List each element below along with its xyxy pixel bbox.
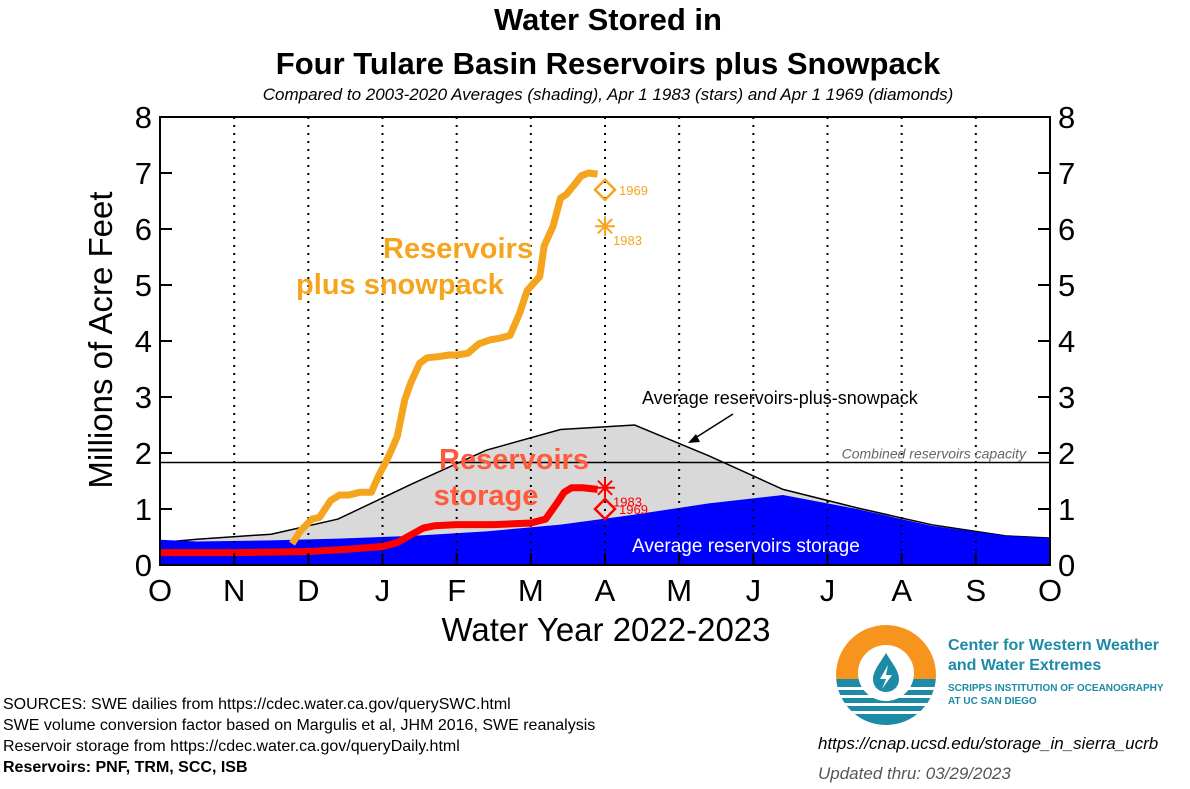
y-tick-label-left: 0	[135, 548, 152, 583]
x-tick-label: O	[1038, 573, 1062, 608]
y-tick-label-right: 8	[1058, 100, 1075, 135]
avg-snowpack-arrowhead	[688, 434, 700, 443]
y-tick-label-left: 8	[135, 100, 152, 135]
chart-subtitle: Compared to 2003-2020 Averages (shading)…	[263, 85, 953, 104]
chart-title-line1: Water Stored in	[494, 2, 722, 37]
org-name-line1: Center for Western Weather	[948, 637, 1160, 654]
y-tick-label-left: 6	[135, 212, 152, 247]
x-tick-label: M	[666, 573, 692, 608]
reservoirs-storage-line	[160, 484, 598, 557]
y-tick-label-right: 2	[1058, 436, 1075, 471]
updated-date: Updated thru: 03/29/2023	[818, 764, 1011, 783]
source-line: Reservoir storage from https://cdec.wate…	[3, 738, 460, 755]
diamond-marker-1969	[593, 178, 617, 202]
snowpack-label-line1: Reservoirs	[383, 233, 533, 265]
avg-snowpack-label: Average reservoirs-plus-snowpack	[642, 388, 919, 408]
y-tick-label-left: 4	[135, 324, 152, 359]
star-marker-1983	[595, 477, 615, 498]
storage-label-line2: storage	[434, 480, 539, 512]
y-tick-label-left: 7	[135, 156, 152, 191]
y-tick-label-left: 2	[135, 436, 152, 471]
avg-storage-label: Average reservoirs storage	[632, 536, 860, 557]
y-tick-label-left: 5	[135, 268, 152, 303]
org-sub-line2: AT UC SAN DIEGO	[948, 696, 1037, 707]
y-tick-label-right: 7	[1058, 156, 1075, 191]
series-line-layer	[160, 169, 599, 557]
avg-snowpack-arrow	[691, 413, 734, 441]
y-tick-label-right: 3	[1058, 380, 1075, 415]
sources-block: SOURCES: SWE dailies from https://cdec.w…	[3, 694, 595, 778]
x-tick-label: J	[375, 573, 391, 608]
x-tick-label: M	[518, 573, 544, 608]
y-tick-label-right: 6	[1058, 212, 1075, 247]
y-tick-label-right: 5	[1058, 268, 1075, 303]
x-tick-label: S	[965, 573, 986, 608]
diamond-marker-1969	[593, 497, 617, 521]
star-marker-1983	[595, 216, 615, 237]
y-axis-label: Millions of Acre Feet	[82, 191, 119, 488]
x-tick-label: O	[148, 573, 172, 608]
x-tick-label: J	[746, 573, 762, 608]
marker-year-label: 1983	[613, 233, 642, 248]
x-tick-label: F	[447, 573, 466, 608]
x-tick-label: D	[297, 573, 319, 608]
reservoirs-plus-snowpack-line	[289, 169, 599, 546]
source-line: SWE volume conversion factor based on Ma…	[3, 717, 596, 734]
y-tick-label-right: 0	[1058, 548, 1075, 583]
marker-year-label: 1969	[619, 183, 648, 198]
y-tick-label-left: 1	[135, 492, 152, 527]
x-tick-label: N	[223, 573, 245, 608]
marker-year-label: 1969	[619, 502, 648, 517]
y-tick-label-right: 1	[1058, 492, 1075, 527]
cw3e-logo-icon	[836, 625, 936, 725]
source-line: SOURCES: SWE dailies from https://cdec.w…	[3, 696, 511, 713]
x-tick-label: J	[820, 573, 836, 608]
y-tick-label-left: 3	[135, 380, 152, 415]
org-block: Center for Western Weather and Water Ext…	[948, 636, 1164, 708]
gridline-layer	[233, 117, 977, 565]
snowpack-label-line2: plus snowpack	[296, 269, 505, 301]
y-tick-label-right: 4	[1058, 324, 1075, 359]
reservoirs-line: Reservoirs: PNF, TRM, SCC, ISB	[3, 759, 248, 776]
org-sub-line1: SCRIPPS INSTITUTION OF OCEANOGRAPHY	[948, 683, 1164, 694]
tick-layer: 0 0 1 1 2 2 3 3 4 4 5 5 6 6 7 7 8 8 O N D J F M A M J J A S O	[135, 100, 1076, 608]
storage-label-line1: Reservoirs	[439, 444, 589, 476]
chart-title-line2: Four Tulare Basin Reservoirs plus Snowpa…	[276, 46, 941, 81]
x-tick-label: A	[595, 573, 616, 608]
source-url: https://cnap.ucsd.edu/storage_in_sierra_…	[818, 734, 1159, 753]
org-name-line2: and Water Extremes	[948, 657, 1102, 674]
chart: Water Stored in Four Tulare Basin Reserv…	[82, 2, 1076, 648]
x-tick-label: A	[891, 573, 912, 608]
capacity-label: Combined reservoirs capacity	[842, 446, 1027, 462]
x-axis-label: Water Year 2022-2023	[441, 611, 770, 648]
marker-year-label: 1983	[613, 495, 642, 510]
